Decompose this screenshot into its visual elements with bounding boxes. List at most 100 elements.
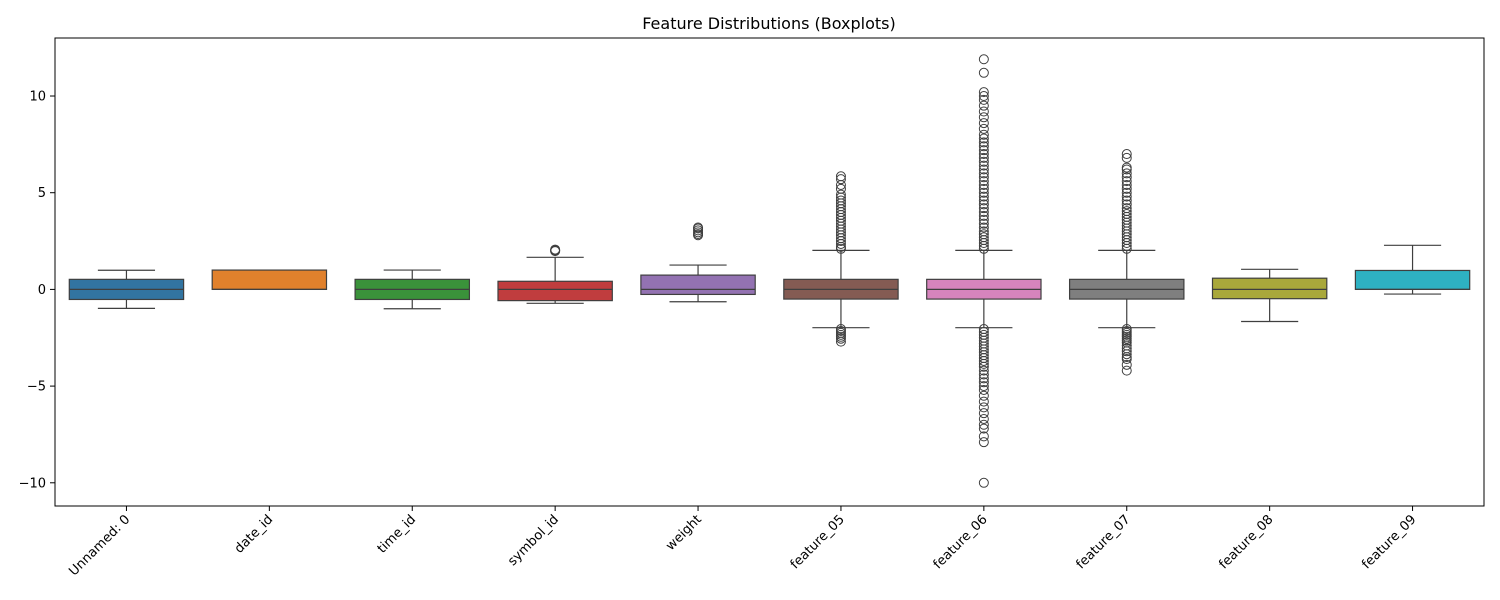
outlier-point [978, 191, 989, 202]
y-tick-label: −5 [27, 380, 46, 395]
box-iqr [1211, 277, 1328, 300]
x-tick-label: feature_08 [1216, 512, 1276, 572]
x-tick-label: feature_07 [1073, 512, 1133, 572]
outlier-point [978, 369, 989, 380]
box-group-5 [783, 171, 899, 347]
outlier-point [978, 67, 989, 78]
outlier-point [978, 179, 989, 190]
x-tick-label: feature_06 [931, 512, 991, 572]
outlier-point [978, 149, 989, 160]
outlier-point [1121, 199, 1132, 210]
outlier-point [978, 402, 989, 413]
box-group-3 [497, 244, 613, 304]
outlier-point [978, 133, 989, 144]
outlier-point [835, 333, 846, 344]
plot-area [68, 54, 1471, 488]
outlier-point [978, 408, 989, 419]
outlier-point [978, 187, 989, 198]
outlier-point [978, 183, 989, 194]
y-tick-label: 5 [38, 186, 46, 201]
outlier-point [978, 172, 989, 183]
outlier-point [1121, 168, 1132, 179]
outlier-point [1121, 187, 1132, 198]
x-axis: Unnamed: 0 date_id time_id symbol_id weight f… [66, 506, 1419, 579]
outlier-point [835, 189, 846, 200]
outlier-point [835, 171, 846, 182]
outlier-point [978, 413, 989, 424]
box-group-4 [640, 222, 756, 303]
outlier-point [1121, 162, 1132, 173]
outlier-point [1121, 208, 1132, 219]
outlier-point [978, 87, 989, 98]
outlier-point [978, 214, 989, 225]
plot-frame [54, 37, 1485, 507]
x-tick-label: Unnamed: 0 [66, 512, 133, 579]
outlier-point [1121, 346, 1132, 357]
outlier-point [835, 183, 846, 194]
outlier-point [1121, 349, 1132, 360]
y-tick-label: 10 [29, 90, 46, 105]
y-axis: −10 −5 0 5 10 [19, 90, 55, 491]
x-tick-label: feature_05 [788, 512, 848, 572]
outlier-point [1121, 365, 1132, 376]
outlier-point [978, 390, 989, 401]
outlier-point [1121, 354, 1132, 365]
outlier-point [978, 91, 989, 102]
chart-title: Feature Distributions (Boxplots) [642, 14, 896, 33]
box-iqr [211, 269, 328, 291]
outlier-point [978, 358, 989, 369]
box-iqr [497, 280, 613, 302]
outlier-point [978, 232, 989, 243]
outlier-point [978, 118, 989, 129]
outlier-point [1121, 179, 1132, 190]
outlier-point [1121, 183, 1132, 194]
outlier-point [978, 152, 989, 163]
outlier-point [978, 229, 989, 240]
outlier-point [978, 477, 989, 488]
outlier-point [978, 164, 989, 175]
outlier-point [550, 244, 561, 255]
outlier-point [978, 176, 989, 187]
box-group-1 [211, 269, 328, 291]
outlier-point [978, 437, 989, 448]
outlier-point [978, 218, 989, 229]
box-group-2 [354, 269, 471, 310]
outlier-point [978, 207, 989, 218]
outlier-point [1121, 359, 1132, 370]
outlier-point [978, 222, 989, 233]
outlier-point [978, 199, 989, 210]
x-tick-label: symbol_id [505, 512, 562, 569]
outlier-point [978, 384, 989, 395]
box-group-9 [1354, 244, 1471, 295]
outlier-point [978, 54, 989, 65]
outlier-point [978, 129, 989, 140]
outlier-point [835, 195, 846, 206]
outlier-point [978, 160, 989, 171]
outlier-point [978, 106, 989, 117]
outlier-point [978, 377, 989, 388]
y-tick-label: −10 [19, 476, 46, 491]
x-tick-label: time_id [375, 512, 419, 556]
outlier-point [1121, 152, 1132, 163]
outlier-point [1121, 172, 1132, 183]
outlier-point [1121, 206, 1132, 217]
outlier-point [978, 195, 989, 206]
x-tick-label: date_id [232, 512, 276, 556]
outlier-point [978, 365, 989, 376]
outlier-point [550, 245, 561, 256]
outlier-point [978, 100, 989, 111]
outlier-point [835, 336, 846, 347]
outlier-point [978, 168, 989, 179]
outlier-point [978, 381, 989, 392]
outlier-point [978, 423, 989, 434]
outlier-point [978, 203, 989, 214]
outlier-point [978, 145, 989, 156]
outlier-point [978, 361, 989, 372]
outlier-point [978, 156, 989, 167]
outlier-point [978, 123, 989, 134]
y-tick-label: 0 [38, 283, 46, 298]
box-iqr [1354, 269, 1471, 291]
outlier-point [978, 141, 989, 152]
outlier-point [1121, 176, 1132, 187]
